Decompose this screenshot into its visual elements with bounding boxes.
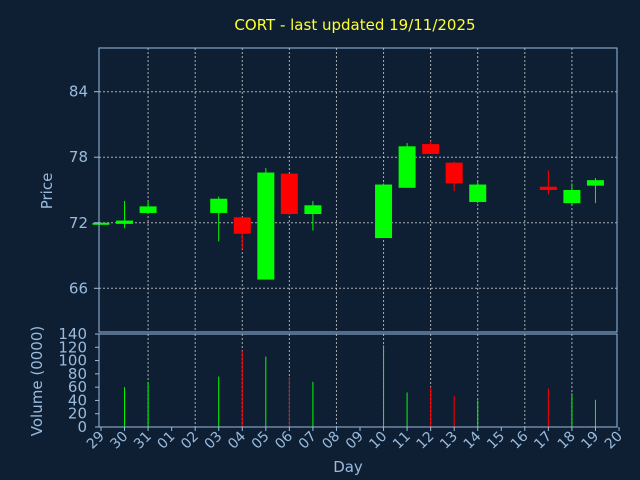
volume-y-tick-label: 140	[58, 325, 87, 343]
chart-title: CORT - last updated 19/11/2025	[234, 16, 475, 34]
candle-body	[304, 205, 322, 215]
candle-body	[92, 222, 110, 225]
x-tick-label: 06	[272, 428, 296, 452]
candle-body	[539, 186, 557, 190]
volume-axis-label: Volume (0000)	[28, 326, 46, 436]
x-tick-label: 01	[155, 429, 179, 453]
price-plot-frame	[98, 47, 618, 333]
x-tick-label: 19	[578, 429, 602, 453]
x-tick-labels: 29 30 31 01 02 03 04 05 06 07 08 09 10 11 12 13 14 15 16 17…	[84, 427, 626, 452]
x-tick-label: 18	[555, 429, 579, 453]
x-tick-label: 15	[484, 429, 508, 453]
x-axis-label: Day	[333, 458, 363, 476]
x-tick-label: 04	[225, 428, 249, 452]
price-y-tick-label: 78	[69, 148, 88, 166]
x-tick-label: 11	[390, 429, 414, 453]
x-tick-label: 20	[602, 429, 626, 453]
candle-body	[116, 220, 134, 224]
candle-body	[469, 184, 487, 203]
volume-bars	[124, 345, 596, 427]
price-panel: 66 72 78 84 Price	[38, 47, 618, 333]
x-tick-label: 07	[296, 429, 320, 453]
volume-y-tick-label: 80	[68, 365, 87, 383]
candle-body	[563, 190, 581, 204]
x-tick-label: 09	[343, 429, 367, 453]
x-tick-label: 12	[414, 429, 438, 453]
x-tick-label: 02	[178, 429, 202, 453]
candle-body	[210, 198, 228, 213]
x-tick-label: 05	[249, 429, 273, 453]
x-tick-label: 31	[131, 429, 155, 453]
price-y-tick-label: 84	[69, 83, 88, 101]
x-tick-label: 08	[319, 429, 343, 453]
candle-body	[586, 180, 604, 186]
candle-body	[257, 172, 275, 280]
candle-body	[375, 184, 393, 239]
candle-body	[139, 206, 157, 213]
candle-body	[280, 173, 298, 215]
volume-y-tick-label: 100	[58, 352, 87, 370]
x-tick-label: 10	[366, 429, 390, 453]
candle-body	[233, 217, 251, 234]
volume-y-tick-label: 120	[58, 338, 87, 356]
volume-y-tick-label: 20	[68, 405, 87, 423]
price-y-tick-labels: 66 72 78 84	[69, 83, 99, 297]
x-tick-label: 03	[202, 429, 226, 453]
price-candles	[92, 140, 604, 280]
candle-body	[422, 144, 440, 154]
volume-y-tick-label: 40	[68, 391, 87, 409]
price-gridlines	[99, 48, 617, 332]
price-axis-label: Price	[38, 173, 56, 210]
candle-body	[445, 162, 463, 184]
price-y-tick-label: 66	[69, 279, 88, 297]
x-tick-label: 13	[437, 429, 461, 453]
x-tick-label: 30	[107, 429, 131, 453]
volume-gridlines	[147, 334, 573, 427]
volume-plot-frame	[98, 333, 618, 428]
x-tick-label: 16	[508, 428, 532, 452]
price-y-tick-label: 72	[69, 214, 88, 232]
candle-body	[398, 146, 416, 188]
volume-y-tick-label: 0	[77, 418, 87, 436]
x-tick-label: 29	[84, 429, 108, 453]
x-tick-label: 17	[531, 429, 555, 453]
volume-y-tick-label: 60	[68, 378, 87, 396]
x-tick-label: 14	[461, 428, 485, 452]
